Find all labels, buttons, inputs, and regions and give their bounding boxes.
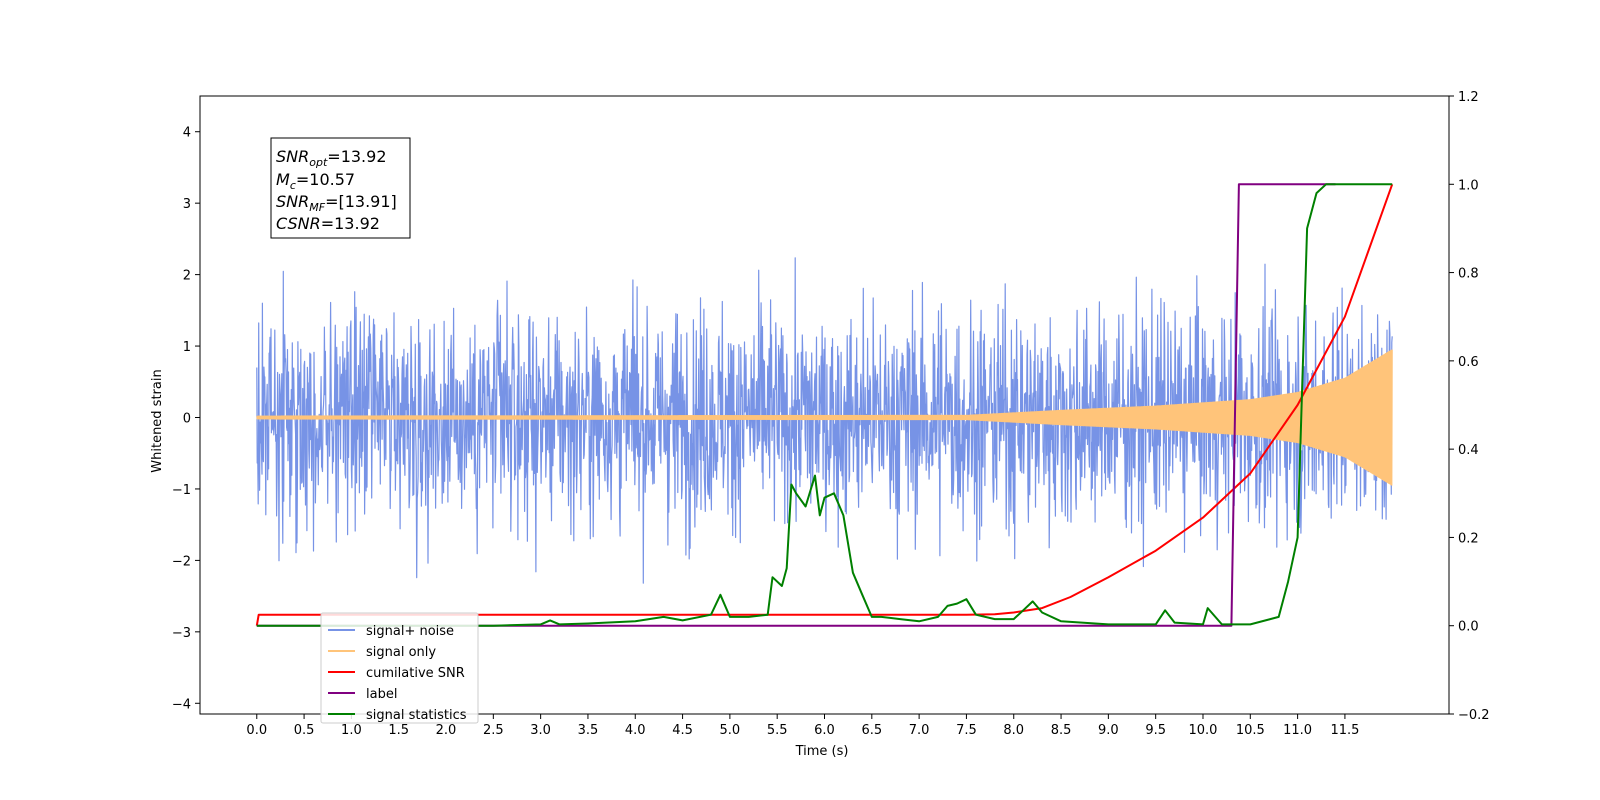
y-tick-label: 0 [183, 412, 191, 427]
x-tick-label: 11.0 [1283, 723, 1312, 738]
y-tick-label: −3 [172, 626, 191, 641]
x-tick-label: 6.5 [861, 723, 882, 738]
x-tick-label: 7.0 [909, 723, 930, 738]
x-tick-label: 10.0 [1189, 723, 1218, 738]
y-right-tick-label: −0.2 [1458, 708, 1490, 723]
y-tick-label: 2 [183, 269, 191, 284]
x-tick-label: 11.5 [1330, 723, 1359, 738]
x-axis: 0.0 0.5 1.0 1.5 2.0 2.5 3.0 3.5 4.0 4.5 5.0 5.5 6.0 6… [246, 714, 1359, 738]
x-tick-label: 1.0 [341, 723, 362, 738]
legend-label-label: label [366, 687, 397, 702]
x-tick-label: 4.0 [625, 723, 646, 738]
y-right-tick-label: 0.4 [1458, 443, 1479, 458]
y-tick-label: −4 [172, 697, 191, 712]
series-signal-noise [256, 257, 1393, 584]
legend-label-signal-only: signal only [366, 645, 436, 660]
legend: signal+ noise signal only cumilative SNR la… [320, 612, 479, 724]
y-right-tick-label: 1.0 [1458, 178, 1479, 193]
y-right-tick-label: 1.2 [1458, 90, 1479, 105]
x-tick-label: 5.5 [767, 723, 788, 738]
series-label [256, 183, 1336, 627]
legend-label-signal-statistics: signal statistics [366, 708, 467, 723]
y-tick-label: −1 [172, 483, 191, 498]
annotation-mc: Mc=10.57 [276, 170, 355, 192]
y-axis-right: −0.2 0.0 0.2 0.4 0.6 0.8 1.0 1.2 [1449, 90, 1490, 723]
legend-label-signal-noise: signal+ noise [366, 624, 454, 639]
x-tick-label: 0.0 [246, 723, 267, 738]
x-tick-label: 2.5 [483, 723, 504, 738]
y-axis-left: −4 −3 −2 −1 0 1 2 3 4 [172, 126, 200, 712]
x-tick-label: 2.0 [436, 723, 457, 738]
series-cumilative-snr [255, 183, 1394, 626]
x-tick-label: 3.5 [578, 723, 599, 738]
y-axis-label: Whitened strain [150, 369, 165, 472]
legend-box [320, 612, 479, 724]
x-tick-label: 8.5 [1051, 723, 1072, 738]
plot-series [255, 183, 1394, 627]
series-signal-only [256, 349, 1393, 486]
x-tick-label: 10.5 [1236, 723, 1265, 738]
y-tick-label: 1 [183, 340, 191, 355]
x-axis-label: Time (s) [795, 744, 849, 759]
x-tick-label: 0.5 [294, 723, 315, 738]
y-right-tick-label: 0.0 [1458, 620, 1479, 635]
annotation-snr-opt: SNRopt=13.92 [276, 147, 387, 169]
stats-annotation: SNRopt=13.92 Mc=10.57 SNRMF=[13.91] CSNR… [270, 137, 411, 239]
y-right-tick-label: 0.6 [1458, 355, 1479, 370]
x-tick-label: 3.0 [530, 723, 551, 738]
y-tick-label: 4 [183, 126, 191, 141]
x-tick-label: 6.0 [814, 723, 835, 738]
annotation-box [270, 137, 411, 239]
x-tick-label: 9.0 [1098, 723, 1119, 738]
series-signal-statistics [256, 183, 1393, 627]
y-tick-label: −2 [172, 554, 191, 569]
y-right-tick-label: 0.8 [1458, 267, 1479, 282]
x-tick-label: 9.5 [1145, 723, 1166, 738]
x-tick-label: 7.5 [956, 723, 977, 738]
y-right-tick-label: 0.2 [1458, 531, 1479, 546]
x-tick-label: 4.5 [672, 723, 693, 738]
x-tick-label: 8.0 [1003, 723, 1024, 738]
x-tick-label: 5.0 [720, 723, 741, 738]
legend-label-cumilative-snr: cumilative SNR [366, 666, 465, 681]
annotation-csnr: CSNR=13.92 [276, 214, 380, 233]
annotation-snr-mf: SNRMF=[13.91] [276, 192, 397, 214]
x-tick-label: 1.5 [388, 723, 409, 738]
y-tick-label: 3 [183, 197, 191, 212]
